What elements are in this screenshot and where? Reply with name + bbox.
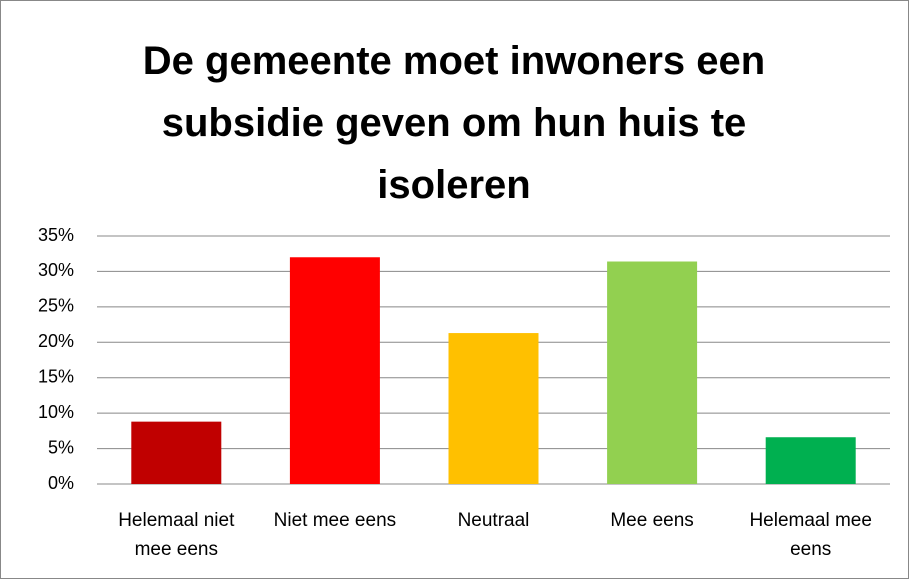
y-tick-label: 20%	[38, 331, 74, 351]
bar	[607, 261, 698, 484]
x-tick-label: Niet mee eens	[273, 510, 397, 531]
x-tick-label: Neutraal	[457, 510, 530, 531]
x-tick-label: Helemaal mee eens	[749, 510, 872, 560]
bar	[131, 421, 222, 484]
bar	[765, 437, 856, 484]
bar	[448, 333, 539, 484]
y-tick-label: 25%	[38, 296, 74, 316]
y-tick-label: 30%	[38, 260, 74, 280]
x-tick-label: Mee eens	[610, 510, 694, 531]
y-tick-label: 35%	[38, 225, 74, 245]
bar	[289, 257, 380, 484]
y-tick-label: 5%	[48, 437, 74, 457]
y-tick-label: 10%	[38, 402, 74, 422]
y-tick-label: 15%	[38, 366, 74, 386]
y-tick-label: 0%	[48, 473, 74, 493]
x-tick-label: Helemaal niet mee eens	[118, 510, 235, 560]
chart-title: De gemeente moet inwoners een subsidie g…	[142, 39, 766, 207]
